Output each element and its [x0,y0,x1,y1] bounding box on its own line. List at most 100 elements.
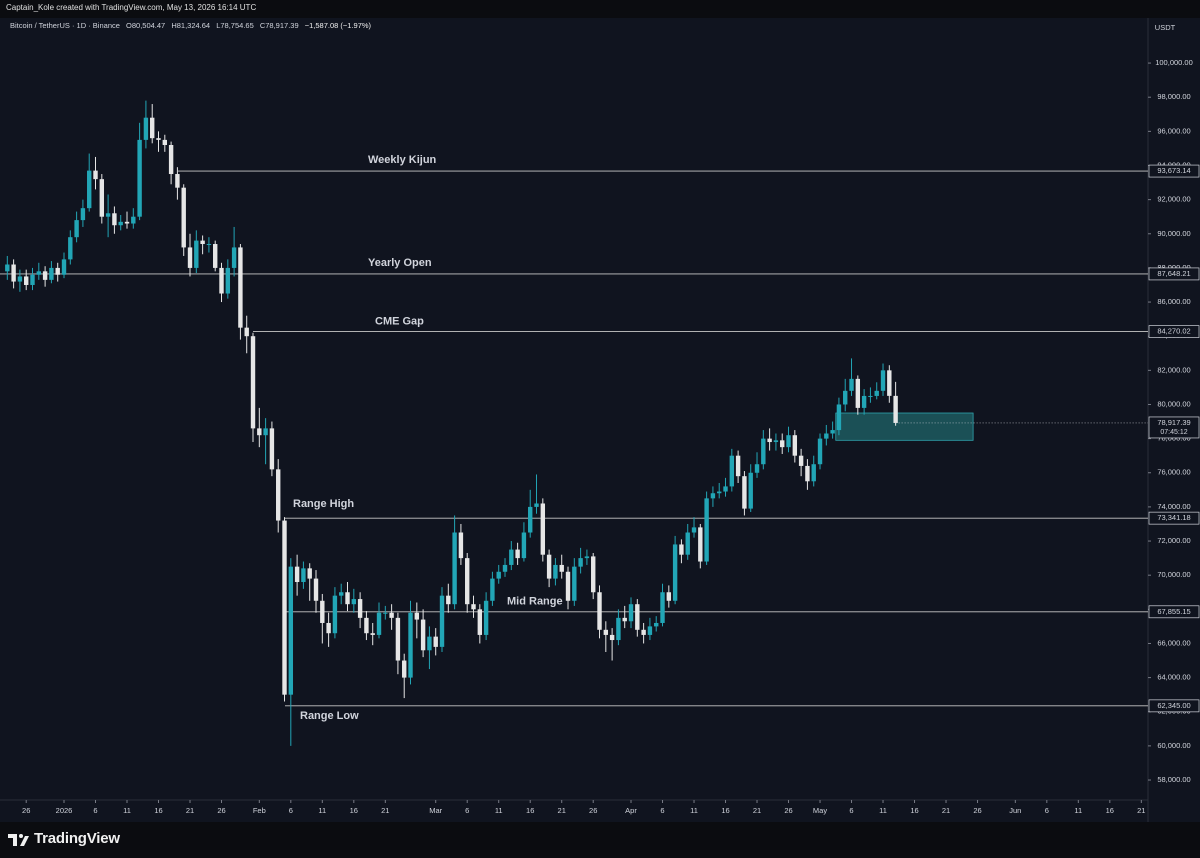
currency-label: USDT [1155,23,1176,32]
candle-body [647,626,653,635]
candle-body [238,247,243,328]
candle-body [326,622,331,634]
candle-body [761,438,766,465]
level-tag-label: 84,270.02 [1157,327,1190,336]
tradingview-logo [8,834,29,846]
candle-body [168,145,174,175]
candle-body [288,566,294,695]
y-tick-label: 96,000.00 [1157,126,1190,135]
y-tick-label: 58,000.00 [1157,775,1190,784]
y-tick-label: 66,000.00 [1157,638,1190,647]
candle-body [269,428,275,470]
x-tick-label: 21 [558,806,566,815]
candle-body [660,592,665,623]
candle-body [30,274,35,285]
candle-body [137,139,142,217]
candle-body [42,271,48,280]
x-tick-label: 21 [753,806,761,815]
candle-body [824,433,829,439]
candle-body [99,179,105,217]
candle-body [735,455,741,477]
candle-body [704,498,709,562]
candle-body [351,599,357,605]
logo-slash [20,836,29,846]
candle-body [263,428,268,436]
x-tick-label: 26 [589,806,597,815]
candle-body [515,549,520,559]
candle-body [320,600,325,623]
candle-body [654,622,659,627]
price-tag-label: 78,917.39 [1157,418,1190,427]
x-tick-label: 6 [93,806,97,815]
x-tick-label: 16 [350,806,358,815]
chart-background [0,18,1200,822]
level-tag-label: 93,673.14 [1157,166,1190,175]
candle-body [565,571,571,601]
candle-body [880,370,886,391]
candle-body [477,609,483,635]
candle-body [546,554,552,579]
x-tick-label: 26 [784,806,792,815]
y-tick-label: 60,000.00 [1157,741,1190,750]
candle-body [11,264,16,282]
candle-body [162,139,168,146]
candle-body [36,271,42,275]
candle-body [250,336,256,429]
x-tick-label: 21 [1137,806,1145,815]
x-tick-label: 21 [942,806,950,815]
candle-body [471,604,476,610]
candle-body [868,395,873,397]
candle-body [843,390,848,405]
x-tick-label: 21 [381,806,389,815]
candle-body [194,240,199,268]
candle-body [118,221,123,226]
candle-body [420,619,426,651]
candle-body [68,237,73,260]
y-tick-label: 72,000.00 [1157,536,1190,545]
candle-body [893,395,898,423]
candle-body [559,564,564,572]
y-tick-label: 90,000.00 [1157,229,1190,238]
x-tick-label: Feb [253,806,266,815]
candle-body [433,636,438,647]
candle-body [830,430,835,434]
logo-mark [8,834,17,846]
candle-body [496,571,501,579]
footer-bar [0,822,1200,858]
level-name: Range Low [300,710,359,722]
candle-body [370,633,375,635]
level-tag-label: 73,341.18 [1157,513,1190,522]
candle-body [540,503,546,555]
ohlc-low: L78,754.65 [216,21,254,30]
candle-body [572,566,577,601]
candle-body [691,527,697,533]
candle-body [131,216,136,224]
candle-body [345,592,350,605]
candle-body [175,174,180,188]
candle-body [465,558,470,605]
candle-body [502,564,508,572]
candle-body [49,267,54,280]
candle-body [798,455,804,466]
candle-body [389,612,394,618]
level-tag [1148,699,1200,713]
level-tag [1148,267,1200,281]
candle-body [80,208,86,221]
candle-body [521,532,527,559]
y-tick-label: 80,000.00 [1157,399,1190,408]
x-tick-label: 21 [186,806,194,815]
candle-body [156,138,161,140]
candle-body [710,493,716,499]
candle-body [112,213,117,226]
ohlc-open: O80,504.47 [126,21,166,30]
y-tick-label: 100,000.00 [1155,58,1193,67]
y-tick-label: 82,000.00 [1157,365,1190,374]
y-tick-label: 70,000.00 [1157,570,1190,579]
candle-body [427,636,432,651]
candle-body [509,549,514,565]
price-tag [1148,416,1200,439]
x-tick-label: Apr [625,806,637,815]
y-tick-label: 74,000.00 [1157,502,1190,511]
candle-body [490,578,495,601]
